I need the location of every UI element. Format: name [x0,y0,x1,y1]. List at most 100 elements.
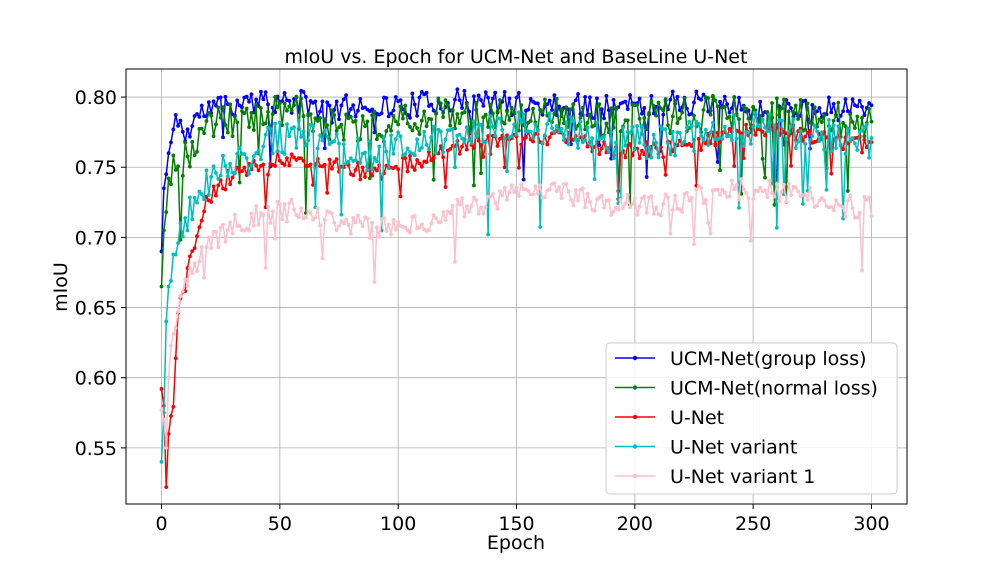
data-point [469,141,474,145]
data-point [180,173,185,178]
y-tick-label: 0.55 [75,438,117,460]
data-point [263,132,268,137]
data-point [602,116,606,121]
data-point [758,113,763,118]
data-point [396,220,401,225]
data-point [242,165,247,170]
data-point [803,134,808,139]
data-point [185,228,190,233]
data-point [322,146,327,151]
data-point [644,127,649,132]
data-point [793,146,798,150]
data-point [188,164,192,169]
data-point [817,106,822,110]
data-point [214,171,218,175]
data-point [476,93,481,98]
data-point [727,133,732,138]
data-point [289,108,294,113]
data-point [337,117,341,122]
data-point [817,139,822,143]
data-point [249,163,254,168]
data-point [597,102,602,107]
data-point [204,168,209,173]
data-point [853,141,857,146]
data-point [632,147,637,152]
data-point [708,231,713,236]
data-point [621,125,625,130]
data-point [867,155,872,160]
data-point [365,216,370,221]
data-point [507,96,512,101]
data-point [533,184,538,189]
data-point [862,137,867,142]
data-point [261,162,266,167]
data-point [348,156,353,161]
data-point [587,200,592,204]
data-point [741,187,746,191]
data-point [763,188,767,193]
data-point [571,203,576,208]
data-point [741,156,746,161]
data-point [516,128,521,133]
data-point [760,156,765,161]
data-point [209,175,214,179]
data-point [195,234,199,239]
data-point [334,228,339,233]
data-point [829,110,834,115]
data-point [199,126,204,131]
data-point [805,197,810,202]
data-point [819,196,824,200]
data-point [490,192,495,196]
data-point [843,214,848,219]
data-point [668,97,673,102]
data-point [564,105,569,110]
data-point [318,116,322,120]
data-point [789,106,793,111]
data-point [689,144,694,149]
data-point [225,130,230,135]
chart-title: mIoU vs. Epoch for UCM-Net and BaseLine … [285,46,748,68]
data-point [169,182,173,187]
data-point [706,96,711,100]
data-point [554,96,559,101]
series-3 [159,110,874,464]
data-point [514,132,519,137]
data-point [469,204,474,208]
data-point [819,130,824,135]
data-point [786,109,791,114]
data-point [372,155,377,160]
data-point [348,107,353,111]
data-point [677,108,682,113]
data-point [389,128,393,133]
data-point [758,124,763,129]
data-point [623,155,628,160]
data-point [708,130,713,135]
data-point [403,103,408,108]
data-point [682,96,687,101]
data-point [464,204,469,209]
data-point [777,113,782,117]
data-point [479,122,483,127]
data-point [367,236,372,240]
data-point [543,97,547,102]
data-point [398,104,403,109]
data-point [535,101,540,106]
data-point [322,128,327,133]
data-point [344,93,348,98]
data-point [438,129,443,134]
data-point [292,155,296,160]
data-point [654,205,659,210]
data-point [330,108,334,113]
data-point [786,101,791,106]
data-point [389,133,393,138]
data-point [299,156,304,161]
data-point [732,95,737,99]
data-point [424,142,429,147]
data-point [677,207,682,212]
data-point [393,164,398,169]
data-point [481,103,486,108]
data-point [509,134,514,139]
data-point [602,134,606,139]
data-point [386,124,391,128]
data-point [434,216,438,221]
